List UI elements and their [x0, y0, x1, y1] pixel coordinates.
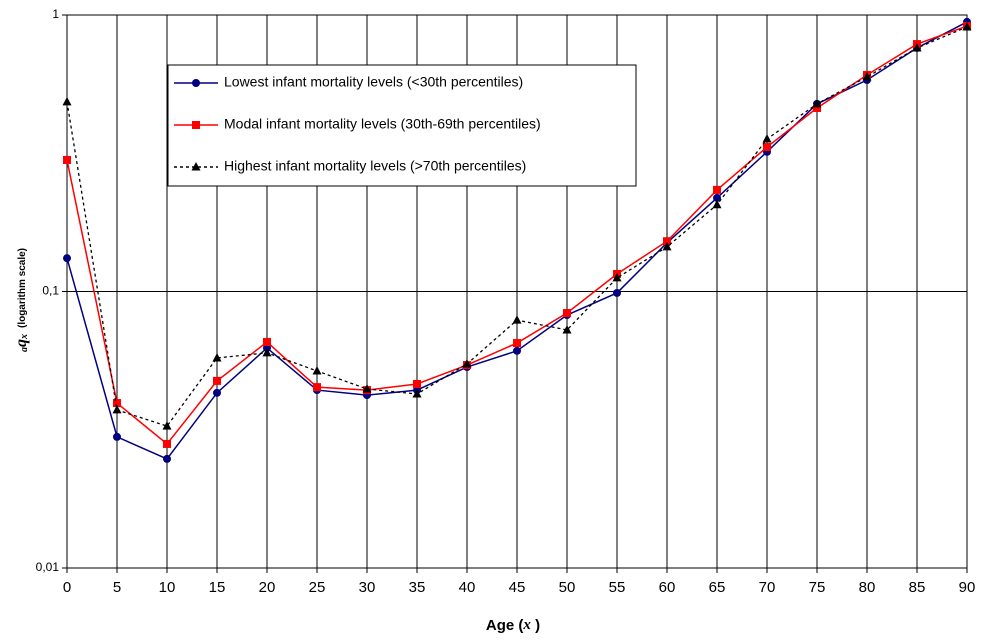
x-axis-label-var: x [522, 617, 531, 633]
marker [563, 309, 571, 318]
x-tick-label: 25 [309, 579, 326, 596]
legend-label: Modal infant mortality levels (30th-69th… [224, 116, 541, 132]
marker [213, 388, 221, 397]
legend-box [167, 64, 637, 187]
series [62, 21, 972, 430]
marker [612, 272, 622, 282]
marker [63, 254, 71, 263]
y-tick-label: 0,01 [36, 560, 60, 574]
marker [513, 339, 521, 348]
x-axis-label-end: ) [531, 617, 540, 634]
x-tick-label: 85 [909, 579, 926, 596]
x-tick-label: 0 [63, 579, 71, 596]
marker [212, 352, 222, 362]
marker [962, 21, 972, 31]
marker [762, 134, 772, 143]
marker [362, 383, 372, 393]
x-tick-label: 45 [509, 579, 526, 596]
x-tick-label: 70 [759, 579, 776, 596]
x-tick-label: 65 [709, 579, 726, 596]
y-axis-label-subscript: x [19, 334, 30, 340]
marker [263, 337, 271, 346]
x-tick-label: 20 [259, 579, 276, 596]
marker [912, 42, 922, 52]
x-tick-label: 15 [209, 579, 226, 596]
y-axis-label-prefix: a [19, 347, 30, 352]
marker [112, 404, 122, 414]
marker [862, 71, 872, 81]
marker [562, 324, 572, 334]
plot-border [66, 14, 968, 569]
marker [312, 365, 322, 375]
legend-marker [192, 121, 200, 129]
marker [162, 421, 172, 430]
legend-label: Lowest infant mortality levels (<30th pe… [224, 74, 523, 90]
marker [113, 399, 121, 408]
marker [213, 376, 221, 385]
x-axis-label: Age (x ) [486, 617, 540, 634]
y-axis-label-symbol: q [13, 339, 30, 347]
marker [63, 155, 71, 164]
marker [313, 383, 321, 392]
legend-label: Highest infant mortality levels (>70th p… [224, 158, 526, 174]
x-tick-label: 35 [409, 579, 426, 596]
marker [813, 103, 821, 112]
y-axis-label-note: (logarithm scale) [17, 248, 28, 328]
marker [613, 288, 621, 297]
x-tick-label: 40 [459, 579, 476, 596]
x-tick-label: 55 [609, 579, 626, 596]
marker [163, 454, 171, 463]
y-tick-label: 1 [52, 7, 59, 21]
y-tick-label: 0,1 [42, 284, 59, 298]
marker [513, 346, 521, 355]
x-tick-label: 60 [659, 579, 676, 596]
marker [662, 241, 672, 251]
x-tick-label: 10 [159, 579, 176, 596]
marker [262, 347, 272, 357]
marker [163, 439, 171, 448]
legend: Lowest infant mortality levels (<30th pe… [167, 64, 637, 187]
marker [663, 237, 671, 246]
marker [462, 358, 472, 368]
marker [62, 96, 72, 106]
marker [713, 185, 721, 194]
marker [812, 98, 822, 108]
legend-marker [192, 79, 200, 87]
x-tick-label: 50 [559, 579, 576, 596]
x-tick-label: 30 [359, 579, 376, 596]
x-tick-label: 75 [809, 579, 826, 596]
y-axis-label: aqx (logarithm scale) [13, 248, 31, 352]
marker [412, 388, 422, 398]
marker [713, 193, 721, 202]
x-tick-label: 90 [959, 579, 976, 596]
x-axis-label-text: Age ( [486, 617, 524, 634]
marker [763, 143, 771, 152]
marker [113, 432, 121, 441]
marker [512, 315, 522, 324]
x-tick-label: 5 [113, 579, 121, 596]
x-tick-label: 80 [859, 579, 876, 596]
legend-marker [191, 162, 201, 171]
marker [413, 379, 421, 388]
marker [712, 199, 722, 209]
